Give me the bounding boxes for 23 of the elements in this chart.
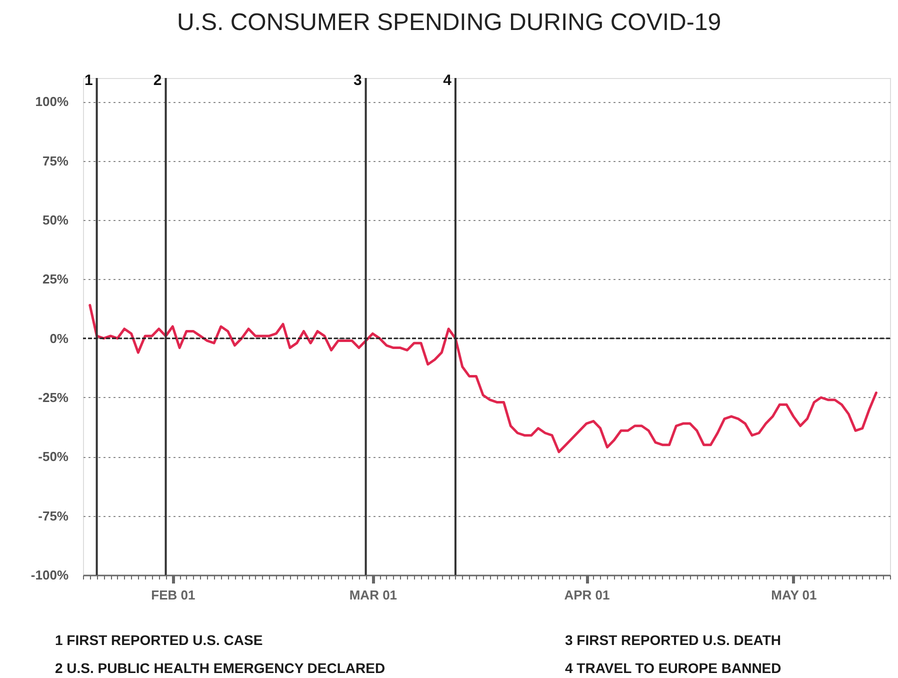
y-tick-label: 50% [42,212,69,228]
x-tick-label: APR 01 [564,588,610,602]
y-tick-label: -75% [38,508,69,524]
y-tick-label: 0% [50,330,69,346]
text: 4 TRAVEL TO EUROPE BANNED [565,660,782,676]
line-series [88,304,878,454]
ref-line-label: 2 [153,72,162,89]
y-tick-label: 100% [35,94,69,110]
chart-title: U.S. CONSUMER SPENDING DURING COVID-19 [176,9,722,36]
text: 3 FIRST REPORTED U.S. DEATH [565,632,781,648]
x-tick-label: MAY 01 [771,588,817,602]
y-tick-label: -50% [38,449,69,464]
ref-line-label: 4 [443,72,452,89]
text: 1 FIRST REPORTED U.S. CASE [55,632,263,648]
x-tick-label: FEB 01 [151,588,196,602]
ref-line-label: 3 [353,72,362,89]
y-tick-label: -100% [30,568,69,582]
ref-line-label: 1 [84,72,93,89]
y-tick-label: 25% [42,272,69,287]
x-tick-label: MAR 01 [349,588,398,602]
y-tick-label: 75% [42,153,69,168]
y-tick-label: -25% [38,390,69,405]
text: 2 U.S. PUBLIC HEALTH EMERGENCY DECLARED [55,660,386,676]
